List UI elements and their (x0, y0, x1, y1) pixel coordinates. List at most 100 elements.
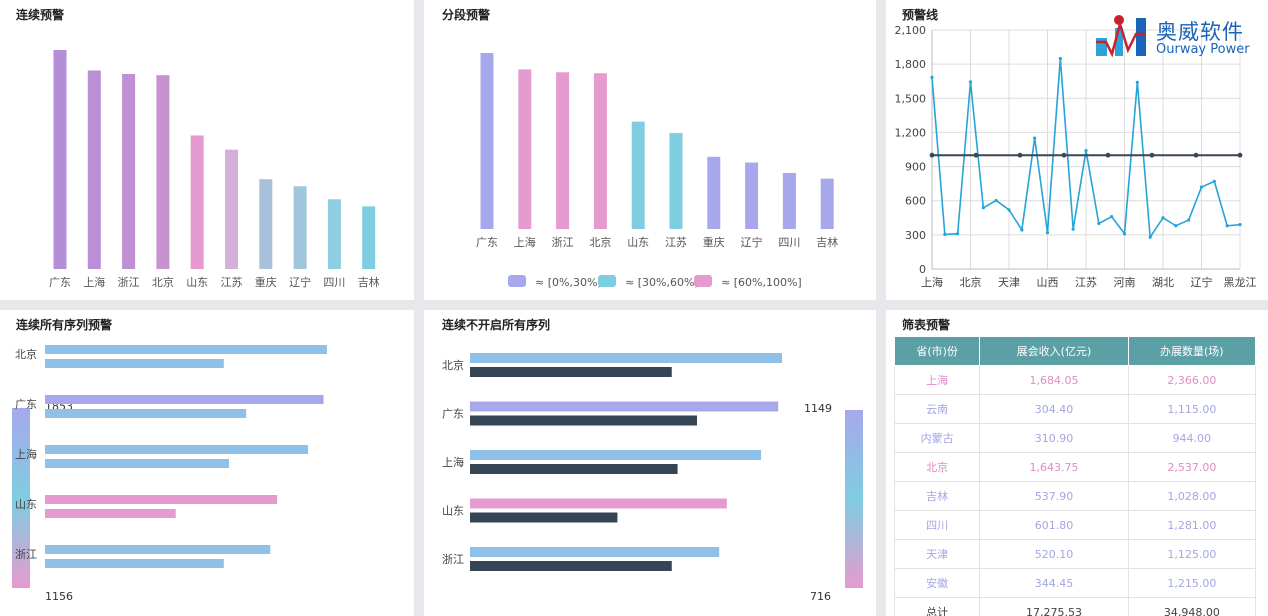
x-tick-label: 黑龙江 (1224, 276, 1257, 289)
x-tick-label: 广东 (49, 276, 71, 289)
bar-series-1 (470, 353, 782, 363)
table-cell-name: 安徽 (893, 568, 981, 598)
table-cell-name: 上海 (893, 365, 981, 395)
x-tick-label: 辽宁 (741, 235, 763, 249)
series-point (1225, 224, 1229, 228)
gauge-gradient-bar (845, 410, 863, 588)
legend-label: ≈ [30%,60%) (625, 276, 699, 289)
y-tick-label: 2,100 (895, 24, 927, 37)
warning-threshold-point (1237, 152, 1243, 158)
table-header-row: 省(市)份 展会收入(亿元) 办展数量(场) (893, 336, 1257, 366)
series-point (1238, 223, 1242, 227)
table-row[interactable]: 天津 520.10 1,125.00 (893, 539, 1257, 569)
bar (669, 133, 683, 229)
panel-segment-warning: 分段预警 广东 上海 浙江 北京 山东 江苏 重庆 辽宁 四川 吉林 ≈ [0%,30%) ≈ [30… (424, 0, 876, 300)
panel-title: 分段预警 (442, 8, 491, 22)
y-category-label: 上海 (442, 455, 464, 469)
legend-label: ≈ [60%,100%] (721, 276, 802, 289)
bar (631, 121, 645, 229)
column-header-count[interactable]: 办展数量(场) (1127, 336, 1257, 366)
bar-series-1 (45, 395, 324, 404)
y-category-label: 北京 (442, 358, 464, 372)
bar-series-1 (470, 450, 762, 460)
x-tick-label: 四川 (323, 276, 345, 289)
bar (190, 135, 204, 269)
column-header-income[interactable]: 展会收入(亿元) (979, 336, 1129, 366)
x-tick-label: 山东 (186, 276, 208, 289)
table-total-row: 总计 17,275.53 34,948.00 (893, 597, 1257, 616)
y-tick-label: 300 (905, 229, 926, 242)
y-tick-label: 0 (919, 263, 926, 276)
bar-series-1 (470, 401, 779, 412)
bar-series-2 (470, 464, 678, 474)
x-tick-label: 浙江 (552, 236, 574, 249)
table-cell-income: 310.90 (979, 423, 1129, 453)
logo-text-cn: 奥威软件 (1156, 20, 1244, 44)
table-cell-count: 1,215.00 (1127, 568, 1257, 598)
total-cell-count: 34,948.00 (1127, 597, 1257, 616)
ourway-logo: 奥威软件 Ourway Power (1094, 14, 1254, 58)
x-tick-label: 重庆 (255, 275, 277, 289)
table-cell-count: 944.00 (1127, 423, 1257, 453)
table-cell-count: 1,115.00 (1127, 394, 1257, 424)
table-row[interactable]: 四川 601.80 1,281.00 (893, 510, 1257, 540)
column-header-province[interactable]: 省(市)份 (893, 336, 981, 366)
panel-title: 连续所有序列预警 (16, 318, 113, 332)
table-row[interactable]: 上海 1,684.05 2,366.00 (893, 365, 1257, 395)
bar-series-2 (45, 509, 176, 518)
gauge-min-label: 1156 (45, 590, 73, 603)
table-cell-name: 北京 (893, 452, 981, 482)
bar (707, 156, 721, 229)
series-point (968, 80, 973, 84)
bar-series-1 (470, 547, 720, 557)
warning-table-wrap: 省(市)份 展会收入(亿元) 办展数量(场) 上海 1,684.05 2,366.0… (893, 336, 1257, 616)
panel-title: 连续预警 (16, 8, 65, 22)
legend-swatch (508, 275, 526, 287)
warning-threshold-point (1017, 152, 1023, 158)
x-tick-label: 上海 (83, 275, 105, 289)
gauge-min-label: 716 (810, 590, 831, 603)
bar (327, 199, 341, 269)
table-row[interactable]: 北京 1,643.75 2,537.00 (893, 452, 1257, 482)
series-point (1033, 136, 1037, 140)
series-point (994, 198, 998, 203)
y-category-label: 浙江 (442, 553, 464, 566)
x-tick-label: 吉林 (358, 275, 380, 289)
series-point (1174, 224, 1178, 228)
table-row[interactable]: 内蒙古 310.90 944.00 (893, 423, 1257, 453)
table-cell-income: 601.80 (979, 510, 1129, 540)
bar (556, 72, 570, 230)
bar-series-1 (45, 495, 278, 504)
y-tick-label: 1,800 (895, 58, 927, 71)
y-tick-label: 900 (905, 161, 926, 174)
x-tick-label: 江苏 (665, 236, 687, 249)
series-point (1161, 216, 1165, 220)
x-tick-label: 四川 (778, 236, 800, 249)
bar (293, 186, 307, 269)
y-category-label: 山东 (15, 498, 37, 511)
bar (122, 73, 136, 269)
table-row[interactable]: 吉林 537.90 1,028.00 (893, 481, 1257, 511)
table-row[interactable]: 安徽 344.45 1,215.00 (893, 568, 1257, 598)
bar (156, 75, 170, 270)
x-tick-label: 北京 (589, 235, 611, 249)
bar-series-1 (45, 445, 309, 454)
series-point (1122, 232, 1127, 236)
bar (259, 179, 273, 269)
x-tick-label: 上海 (921, 275, 943, 289)
x-tick-label: 山西 (1037, 276, 1059, 289)
table-row[interactable]: 云南 304.40 1,115.00 (893, 394, 1257, 424)
series-point (1071, 227, 1075, 231)
series-point (1212, 179, 1216, 183)
panel-title: 连续不开启所有序列 (442, 318, 551, 332)
series-point (930, 75, 934, 79)
table-cell-count: 1,125.00 (1127, 539, 1257, 569)
warning-threshold-point (1105, 152, 1111, 158)
series-point (1084, 149, 1088, 153)
table-cell-income: 344.45 (979, 568, 1129, 598)
warning-threshold-point (1193, 152, 1199, 158)
bar-series-2 (45, 559, 224, 568)
bar (87, 70, 101, 269)
table-cell-count: 2,537.00 (1127, 452, 1257, 482)
